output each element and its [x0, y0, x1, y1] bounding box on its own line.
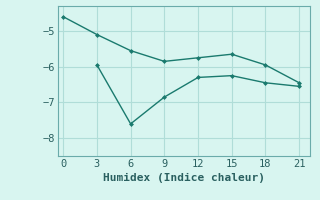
X-axis label: Humidex (Indice chaleur): Humidex (Indice chaleur) [103, 173, 265, 183]
